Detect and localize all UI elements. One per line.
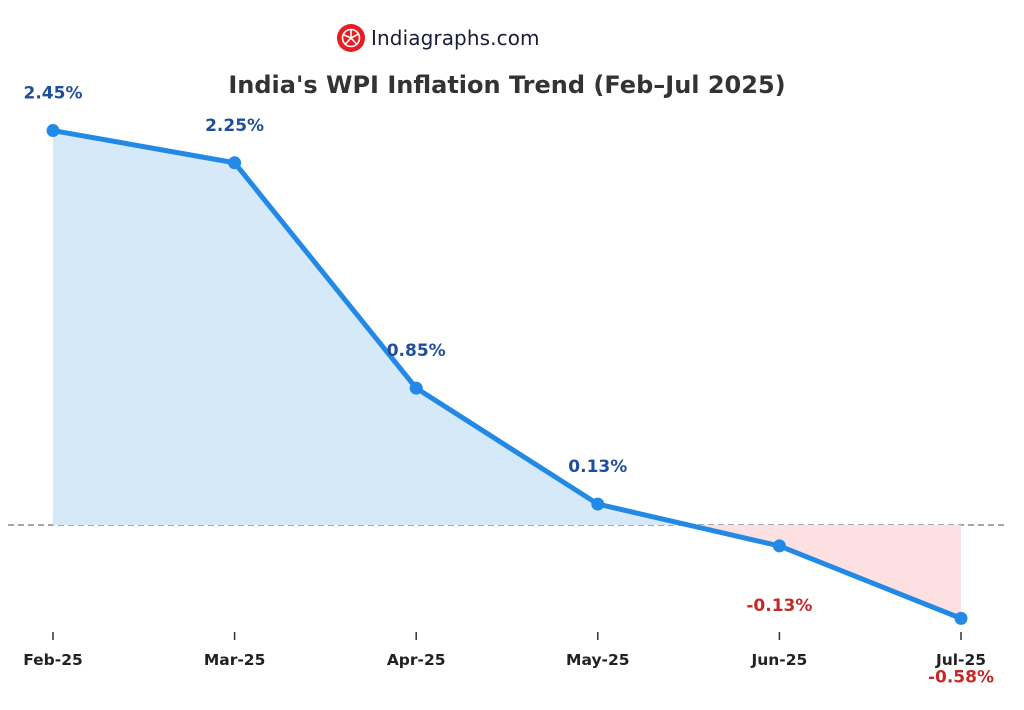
data-label: -0.13% <box>746 596 812 616</box>
x-tick-label: Jun-25 <box>750 651 807 669</box>
negative-area-fill <box>688 525 961 619</box>
data-label: 0.13% <box>568 457 627 477</box>
x-tick-label: Jul-25 <box>935 651 986 669</box>
data-point <box>772 539 786 553</box>
data-point <box>954 611 968 625</box>
data-point <box>46 124 60 138</box>
brand: Indiagraphs.com <box>336 22 540 54</box>
data-label: 2.25% <box>205 116 264 136</box>
data-label: 2.45% <box>24 84 83 104</box>
brand-name: Indiagraphs.com <box>371 26 540 50</box>
data-point <box>409 381 423 395</box>
data-label: -0.58% <box>928 667 994 687</box>
x-tick-label: Feb-25 <box>23 651 83 669</box>
data-point <box>228 156 242 170</box>
data-label: 0.85% <box>387 341 446 361</box>
chart-title: India's WPI Inflation Trend (Feb–Jul 202… <box>228 71 786 99</box>
series-line <box>50 128 964 621</box>
x-tick-label: May-25 <box>566 651 630 669</box>
data-point <box>591 497 605 511</box>
pie-chart-logo-icon <box>337 24 365 52</box>
positive-area-fill <box>53 130 689 526</box>
x-tick-label: Mar-25 <box>204 651 266 669</box>
x-tick-label: Apr-25 <box>387 651 446 669</box>
